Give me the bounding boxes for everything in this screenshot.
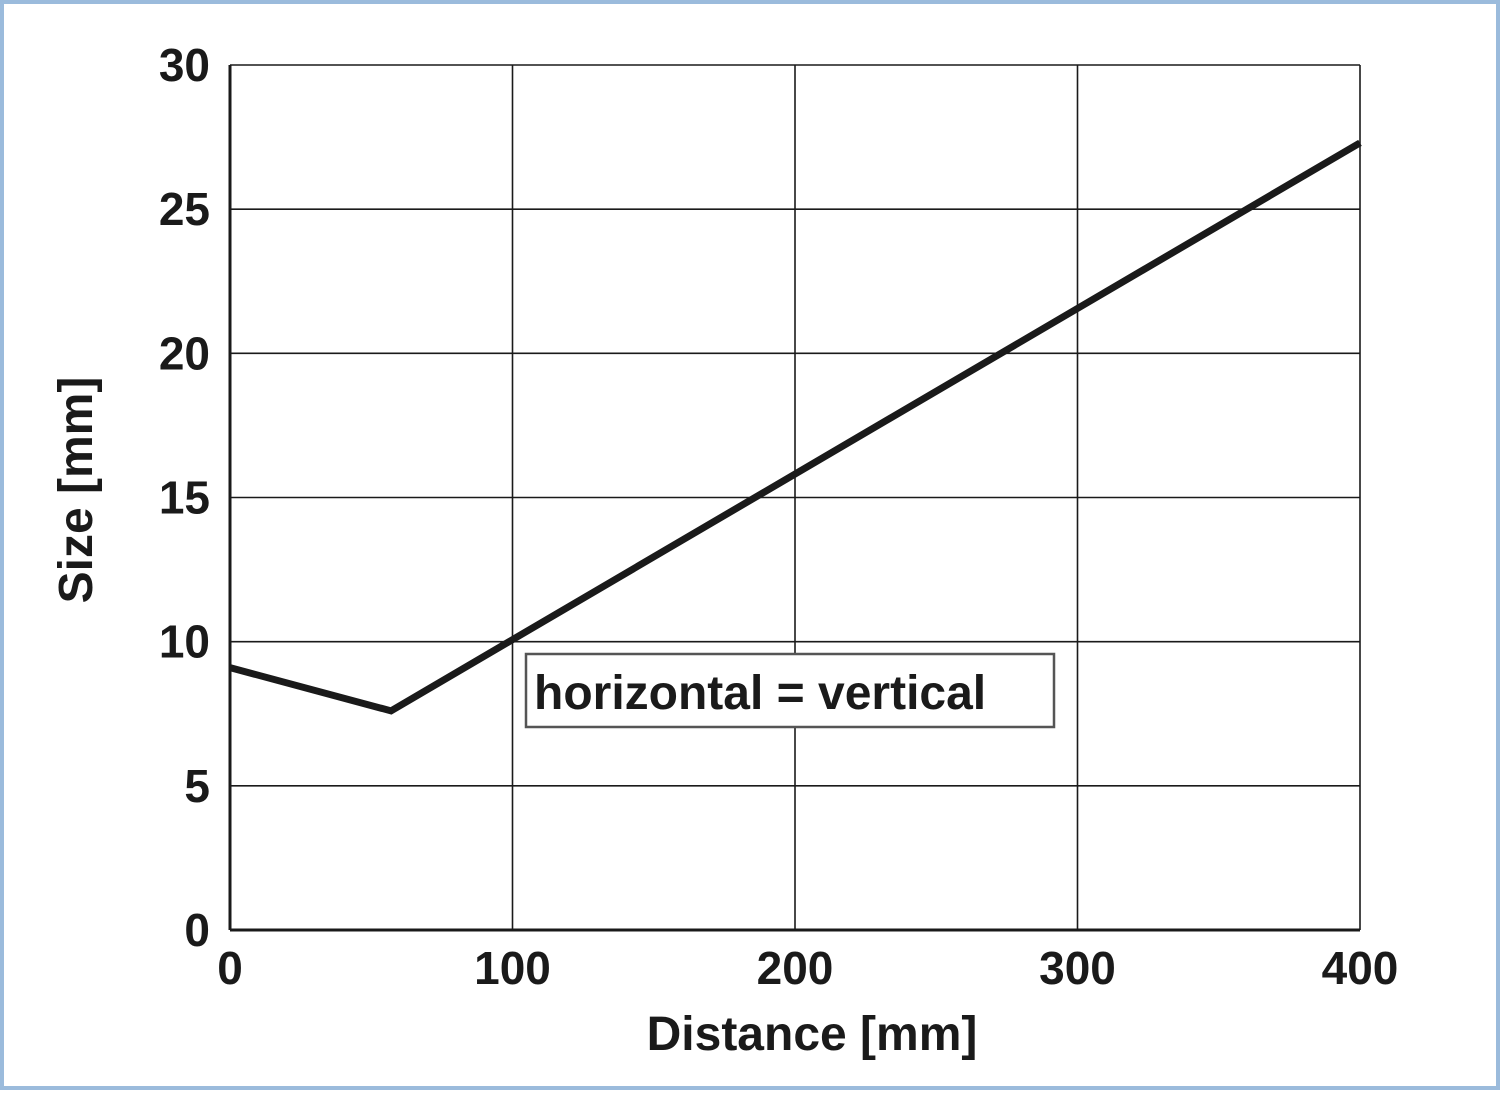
x-tick-label-100: 100 xyxy=(474,942,551,994)
x-axis-title: Distance [mm] xyxy=(647,1008,978,1061)
y-tick-label-5: 5 xyxy=(184,760,210,812)
series xyxy=(229,139,1362,715)
y-tick-label-15: 15 xyxy=(159,472,210,524)
tick-labels: 0 100 200 300 400 0 5 10 15 20 25 30 xyxy=(159,39,1399,994)
y-tick-label-30: 30 xyxy=(159,39,210,91)
x-tick-label-0: 0 xyxy=(217,942,243,994)
annotation-box xyxy=(524,652,1056,729)
y-tick-label-25: 25 xyxy=(159,183,210,235)
size-vs-distance-chart: 0 100 200 300 400 0 5 10 15 20 25 30 horizontal = v… xyxy=(50,39,1399,1061)
grid xyxy=(229,64,1361,931)
annotation-text: horizontal = vertical xyxy=(534,667,986,720)
series-line-0 xyxy=(229,139,1362,715)
y-tick-label-10: 10 xyxy=(159,616,210,668)
y-axis-title: Size [mm] xyxy=(50,377,103,604)
x-tick-label-200: 200 xyxy=(757,942,834,994)
x-tick-label-400: 400 xyxy=(1322,942,1399,994)
y-tick-label-20: 20 xyxy=(159,327,210,379)
axes xyxy=(228,65,1360,932)
annotation-0: horizontal = vertical xyxy=(524,652,1056,729)
annotations: horizontal = vertical xyxy=(524,652,1056,729)
x-tick-label-300: 300 xyxy=(1039,942,1116,994)
y-tick-label-0: 0 xyxy=(184,904,210,956)
